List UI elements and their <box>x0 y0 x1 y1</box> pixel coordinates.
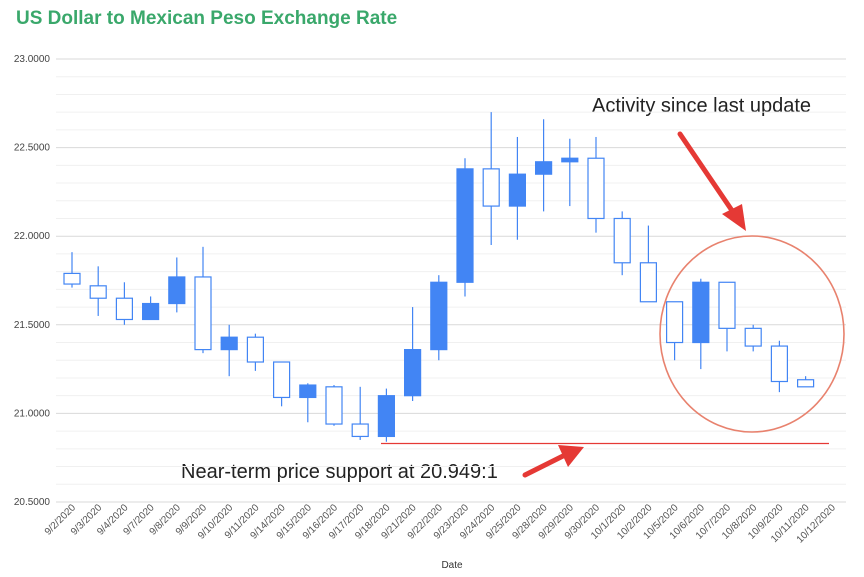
y-tick-label: 20.5000 <box>14 497 51 508</box>
annotation-activity: Activity since last update <box>592 95 811 117</box>
candle-body <box>194 276 212 351</box>
candle-body <box>89 285 107 299</box>
candle-body <box>770 345 789 383</box>
candle-body <box>692 281 710 344</box>
x-axis-title: Date <box>441 560 463 571</box>
candle-body <box>613 217 631 264</box>
arrow-head <box>558 445 584 467</box>
candle-body <box>456 168 474 283</box>
chart-title: US Dollar to Mexican Peso Exchange Rate <box>16 8 398 29</box>
candle-body <box>508 173 526 207</box>
candle-body <box>246 336 264 363</box>
candle-body <box>665 301 684 344</box>
candle-body <box>115 297 134 321</box>
candle-body <box>718 281 736 329</box>
candle-body <box>534 161 553 175</box>
candle-body <box>744 327 762 347</box>
gridlines <box>56 58 846 503</box>
y-tick-label: 23.0000 <box>14 54 51 65</box>
y-axis: 20.5000 21.0000 21.5000 22.0000 22.5000 23.00… <box>14 54 51 508</box>
candle-body <box>220 336 238 351</box>
candle-body <box>430 281 448 351</box>
arrow-head <box>722 204 746 231</box>
candle-body <box>482 168 500 207</box>
candle-body <box>142 302 160 321</box>
y-tick-label: 21.5000 <box>14 320 51 331</box>
candle-body <box>299 384 317 399</box>
candle-body <box>377 395 395 438</box>
candle-body <box>351 423 369 438</box>
candles <box>63 112 815 442</box>
y-tick-label: 21.0000 <box>14 408 51 419</box>
annotation-overlay <box>381 131 845 478</box>
arrow-shaft <box>677 131 736 215</box>
y-tick-label: 22.5000 <box>14 143 51 154</box>
candle-body <box>561 157 579 163</box>
candle-body <box>796 379 815 388</box>
candle-body <box>639 262 658 303</box>
candle-body <box>168 276 186 305</box>
candle-body <box>587 157 605 220</box>
highlight-circle <box>659 235 845 433</box>
y-tick-label: 22.0000 <box>14 231 51 242</box>
candle-body <box>404 349 422 397</box>
candle-body <box>325 386 343 425</box>
candle-body <box>63 272 81 285</box>
x-axis: 9/2/20209/3/20209/4/20209/7/20209/8/2020… <box>43 502 838 545</box>
arrow-shaft <box>522 452 568 478</box>
candle-body <box>273 361 291 399</box>
